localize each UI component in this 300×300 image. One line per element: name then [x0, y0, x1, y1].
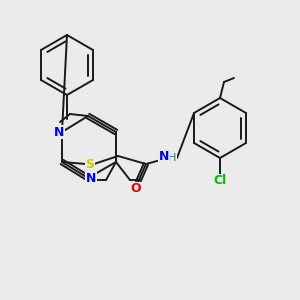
Text: N: N: [54, 125, 64, 139]
Text: S: S: [85, 158, 94, 170]
Text: H: H: [168, 153, 176, 163]
Text: N: N: [86, 172, 96, 184]
Text: N: N: [159, 151, 169, 164]
Text: Cl: Cl: [213, 175, 226, 188]
Text: O: O: [131, 182, 141, 196]
